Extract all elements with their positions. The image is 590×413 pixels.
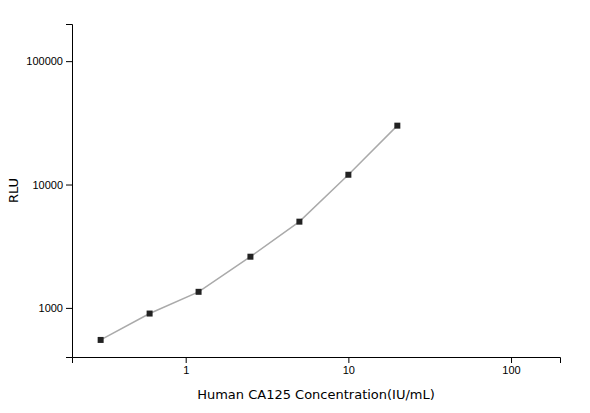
data-layer: [98, 123, 401, 343]
y-tick-mark: [66, 61, 72, 62]
y-axis: 1000 10000 100000: [26, 25, 72, 358]
x-tick-mark: [186, 357, 187, 363]
y-axis-line: [66, 25, 73, 358]
x-tick: 1: [183, 357, 189, 376]
y-tick: 1000: [39, 302, 72, 314]
x-axis-label: Human CA125 Concentration(IU/mL): [197, 387, 435, 402]
marker: [394, 123, 400, 129]
x-tick: 10: [343, 357, 355, 376]
chart: 1 10 100 1000 10000 100000 Human CA125 Concent…: [0, 0, 590, 413]
x-tick-label: 10: [343, 364, 355, 376]
marker: [296, 219, 302, 225]
marker: [147, 311, 153, 317]
x-tick-label: 100: [502, 364, 520, 376]
y-tick: 10000: [32, 179, 72, 191]
x-axis: 1 10 100: [73, 357, 561, 376]
marker: [98, 337, 104, 343]
x-axis-line: [73, 358, 561, 364]
y-tick: 100000: [26, 55, 72, 67]
y-axis-label: RLU: [6, 178, 21, 203]
y-tick-mark: [66, 185, 72, 186]
plot-area: 1 10 100 1000 10000 100000: [26, 25, 560, 376]
y-tick-label: 1000: [39, 302, 63, 314]
y-tick-label: 10000: [32, 179, 63, 191]
marker: [196, 289, 202, 295]
marker: [247, 254, 253, 260]
x-tick-mark: [511, 357, 512, 363]
marker: [345, 172, 351, 178]
x-tick-label: 1: [183, 364, 189, 376]
x-tick: 100: [502, 357, 520, 376]
y-tick-label: 100000: [26, 55, 63, 67]
y-tick-mark: [66, 308, 72, 309]
line: [101, 126, 398, 340]
x-tick-mark: [348, 357, 349, 363]
